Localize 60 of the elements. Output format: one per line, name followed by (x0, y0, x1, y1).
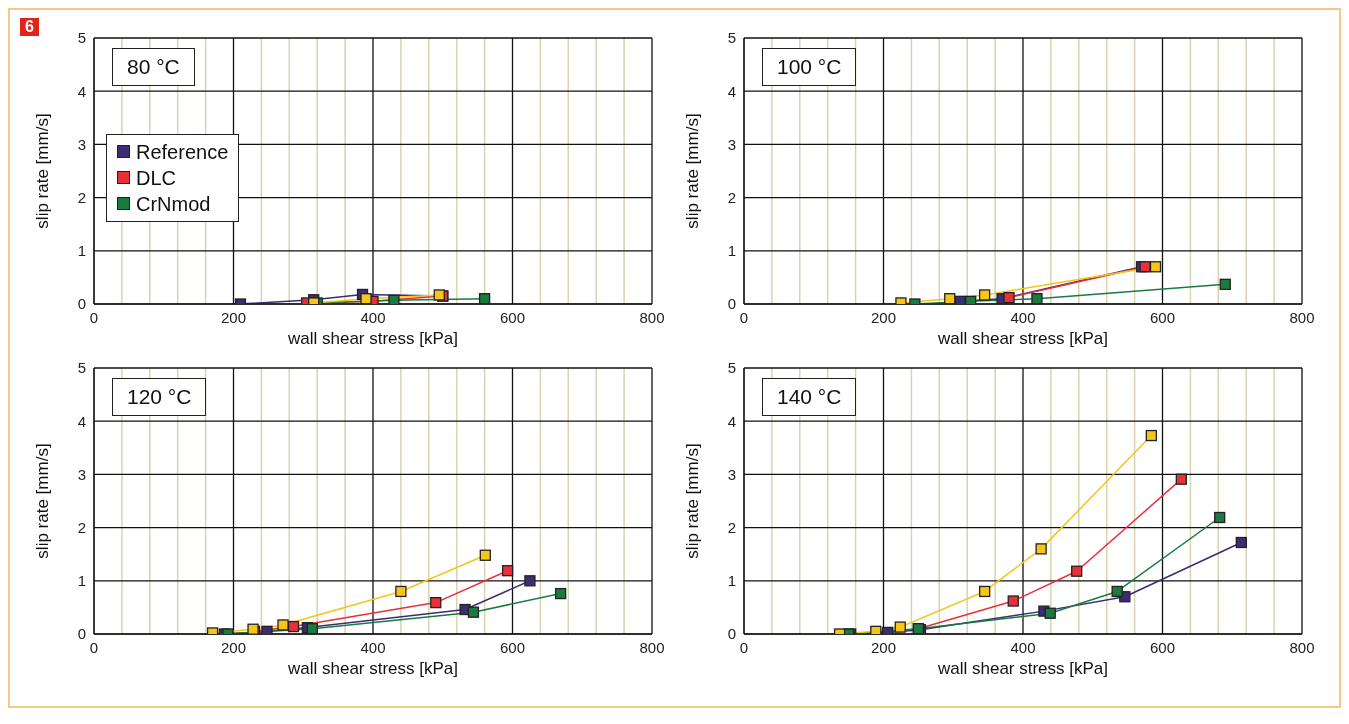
x-tick-label: 0 (739, 638, 749, 656)
y-tick-label: 1 (727, 242, 736, 260)
y-tick-label: 4 (77, 412, 86, 430)
legend-label: CrNmod (136, 191, 211, 217)
y-tick-label: 1 (77, 572, 86, 590)
x-tick-label: 0 (89, 308, 99, 326)
x-tick-label: 800 (639, 308, 665, 326)
y-tick-label: 1 (77, 242, 86, 260)
y-tick-label: 3 (77, 465, 86, 483)
x-tick-label: 400 (1010, 638, 1036, 656)
y-tick-label: 0 (727, 295, 736, 313)
y-tick-label: 2 (727, 188, 736, 206)
y-tick-label: 4 (727, 412, 736, 430)
y-tick-label: 4 (727, 82, 736, 100)
legend-label: DLC (136, 165, 177, 191)
y-tick-label: 2 (727, 518, 736, 536)
text: 100 °C (762, 48, 857, 86)
x-tick-label: 600 (499, 308, 526, 326)
y-tick-label: 0 (77, 295, 86, 313)
text: 120 °C (112, 378, 207, 416)
x-tick-label: 0 (739, 308, 749, 326)
y-tick-label: 2 (77, 188, 86, 206)
x-tick-label: 800 (639, 638, 665, 656)
text: 80 °C (112, 48, 195, 86)
y-tick-label: 5 (77, 29, 86, 47)
x-tick-label: 800 (1289, 638, 1315, 656)
x-axis-title: wall shear stress [kPa] (286, 659, 459, 678)
x-tick-label: 200 (220, 638, 247, 656)
x-tick-label: 800 (1289, 308, 1315, 326)
y-axis-title: slip rate [mm/s] (33, 113, 53, 229)
x-tick-label: 200 (870, 638, 897, 656)
y-axis-title: slip rate [mm/s] (683, 443, 703, 559)
y-tick-label: 2 (77, 518, 86, 536)
x-axis-title: wall shear stress [kPa] (286, 329, 459, 348)
y-axis-title: slip rate [mm/s] (683, 113, 703, 229)
x-tick-label: 600 (1149, 638, 1176, 656)
y-axis-title: slip rate [mm/s] (33, 443, 53, 559)
y-tick-label: 5 (727, 29, 736, 47)
y-tick-label: 3 (727, 135, 736, 153)
text: 140 °C (762, 378, 857, 416)
x-tick-label: 600 (1149, 308, 1176, 326)
y-tick-label: 0 (727, 625, 736, 643)
x-axis-title: wall shear stress [kPa] (936, 659, 1109, 678)
y-tick-label: 4 (77, 82, 86, 100)
y-tick-label: 5 (77, 359, 86, 377)
x-tick-label: 200 (220, 308, 247, 326)
x-tick-label: 400 (360, 308, 386, 326)
y-tick-label: 0 (77, 625, 86, 643)
y-tick-label: 5 (727, 359, 736, 377)
x-tick-label: 0 (89, 638, 99, 656)
x-tick-label: 200 (870, 308, 897, 326)
text: 6 (20, 18, 39, 36)
legend-label: Reference (136, 139, 229, 165)
x-tick-label: 600 (499, 638, 526, 656)
x-tick-label: 400 (360, 638, 386, 656)
x-tick-label: 400 (1010, 308, 1036, 326)
y-tick-label: 3 (77, 135, 86, 153)
y-tick-label: 3 (727, 465, 736, 483)
y-tick-label: 1 (727, 572, 736, 590)
x-axis-title: wall shear stress [kPa] (936, 329, 1109, 348)
